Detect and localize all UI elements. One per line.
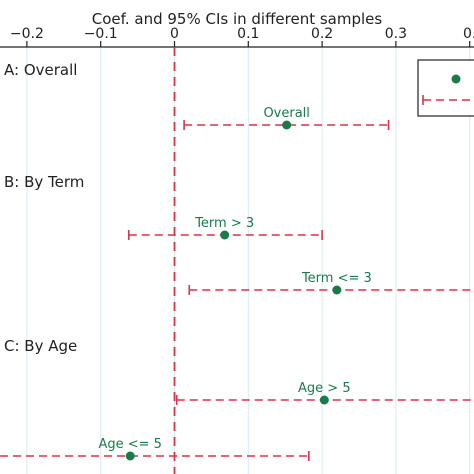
row-label: Term > 3	[194, 216, 254, 231]
point-estimate	[220, 230, 230, 240]
grid-lines	[26, 47, 471, 474]
point-estimate	[319, 395, 329, 405]
row-label: Age > 5	[298, 381, 351, 396]
group-label: A: Overall	[4, 61, 77, 79]
x-tick-label: 0.1	[237, 26, 259, 42]
row-label: Age <= 5	[98, 437, 161, 452]
x-tick-label: 0	[170, 26, 179, 42]
x-tick-label: 0.	[463, 26, 474, 42]
point-estimate	[282, 120, 292, 130]
x-tick-label: 0.2	[311, 26, 333, 42]
x-tick-label: −0.1	[84, 26, 118, 42]
legend-point-marker	[451, 74, 461, 84]
x-tick-label: −0.2	[10, 26, 44, 42]
legend-box	[417, 59, 474, 117]
row-label: Term <= 3	[301, 271, 372, 286]
chart-title: Coef. and 95% CIs in different samples	[92, 10, 383, 28]
group-label: C: By Age	[4, 337, 77, 355]
point-estimate	[332, 285, 342, 295]
group-label: B: By Term	[4, 173, 84, 191]
data-layer: A: Overall Overall B: By Term Term > 3 Term …	[0, 61, 474, 461]
legend	[417, 59, 474, 117]
point-estimate	[125, 451, 135, 461]
x-axis: −0.2 −0.1 0 0.1 0.2 0.3 0.	[0, 26, 474, 48]
x-tick-label: 0.3	[385, 26, 407, 42]
row-label: Overall	[263, 106, 309, 121]
